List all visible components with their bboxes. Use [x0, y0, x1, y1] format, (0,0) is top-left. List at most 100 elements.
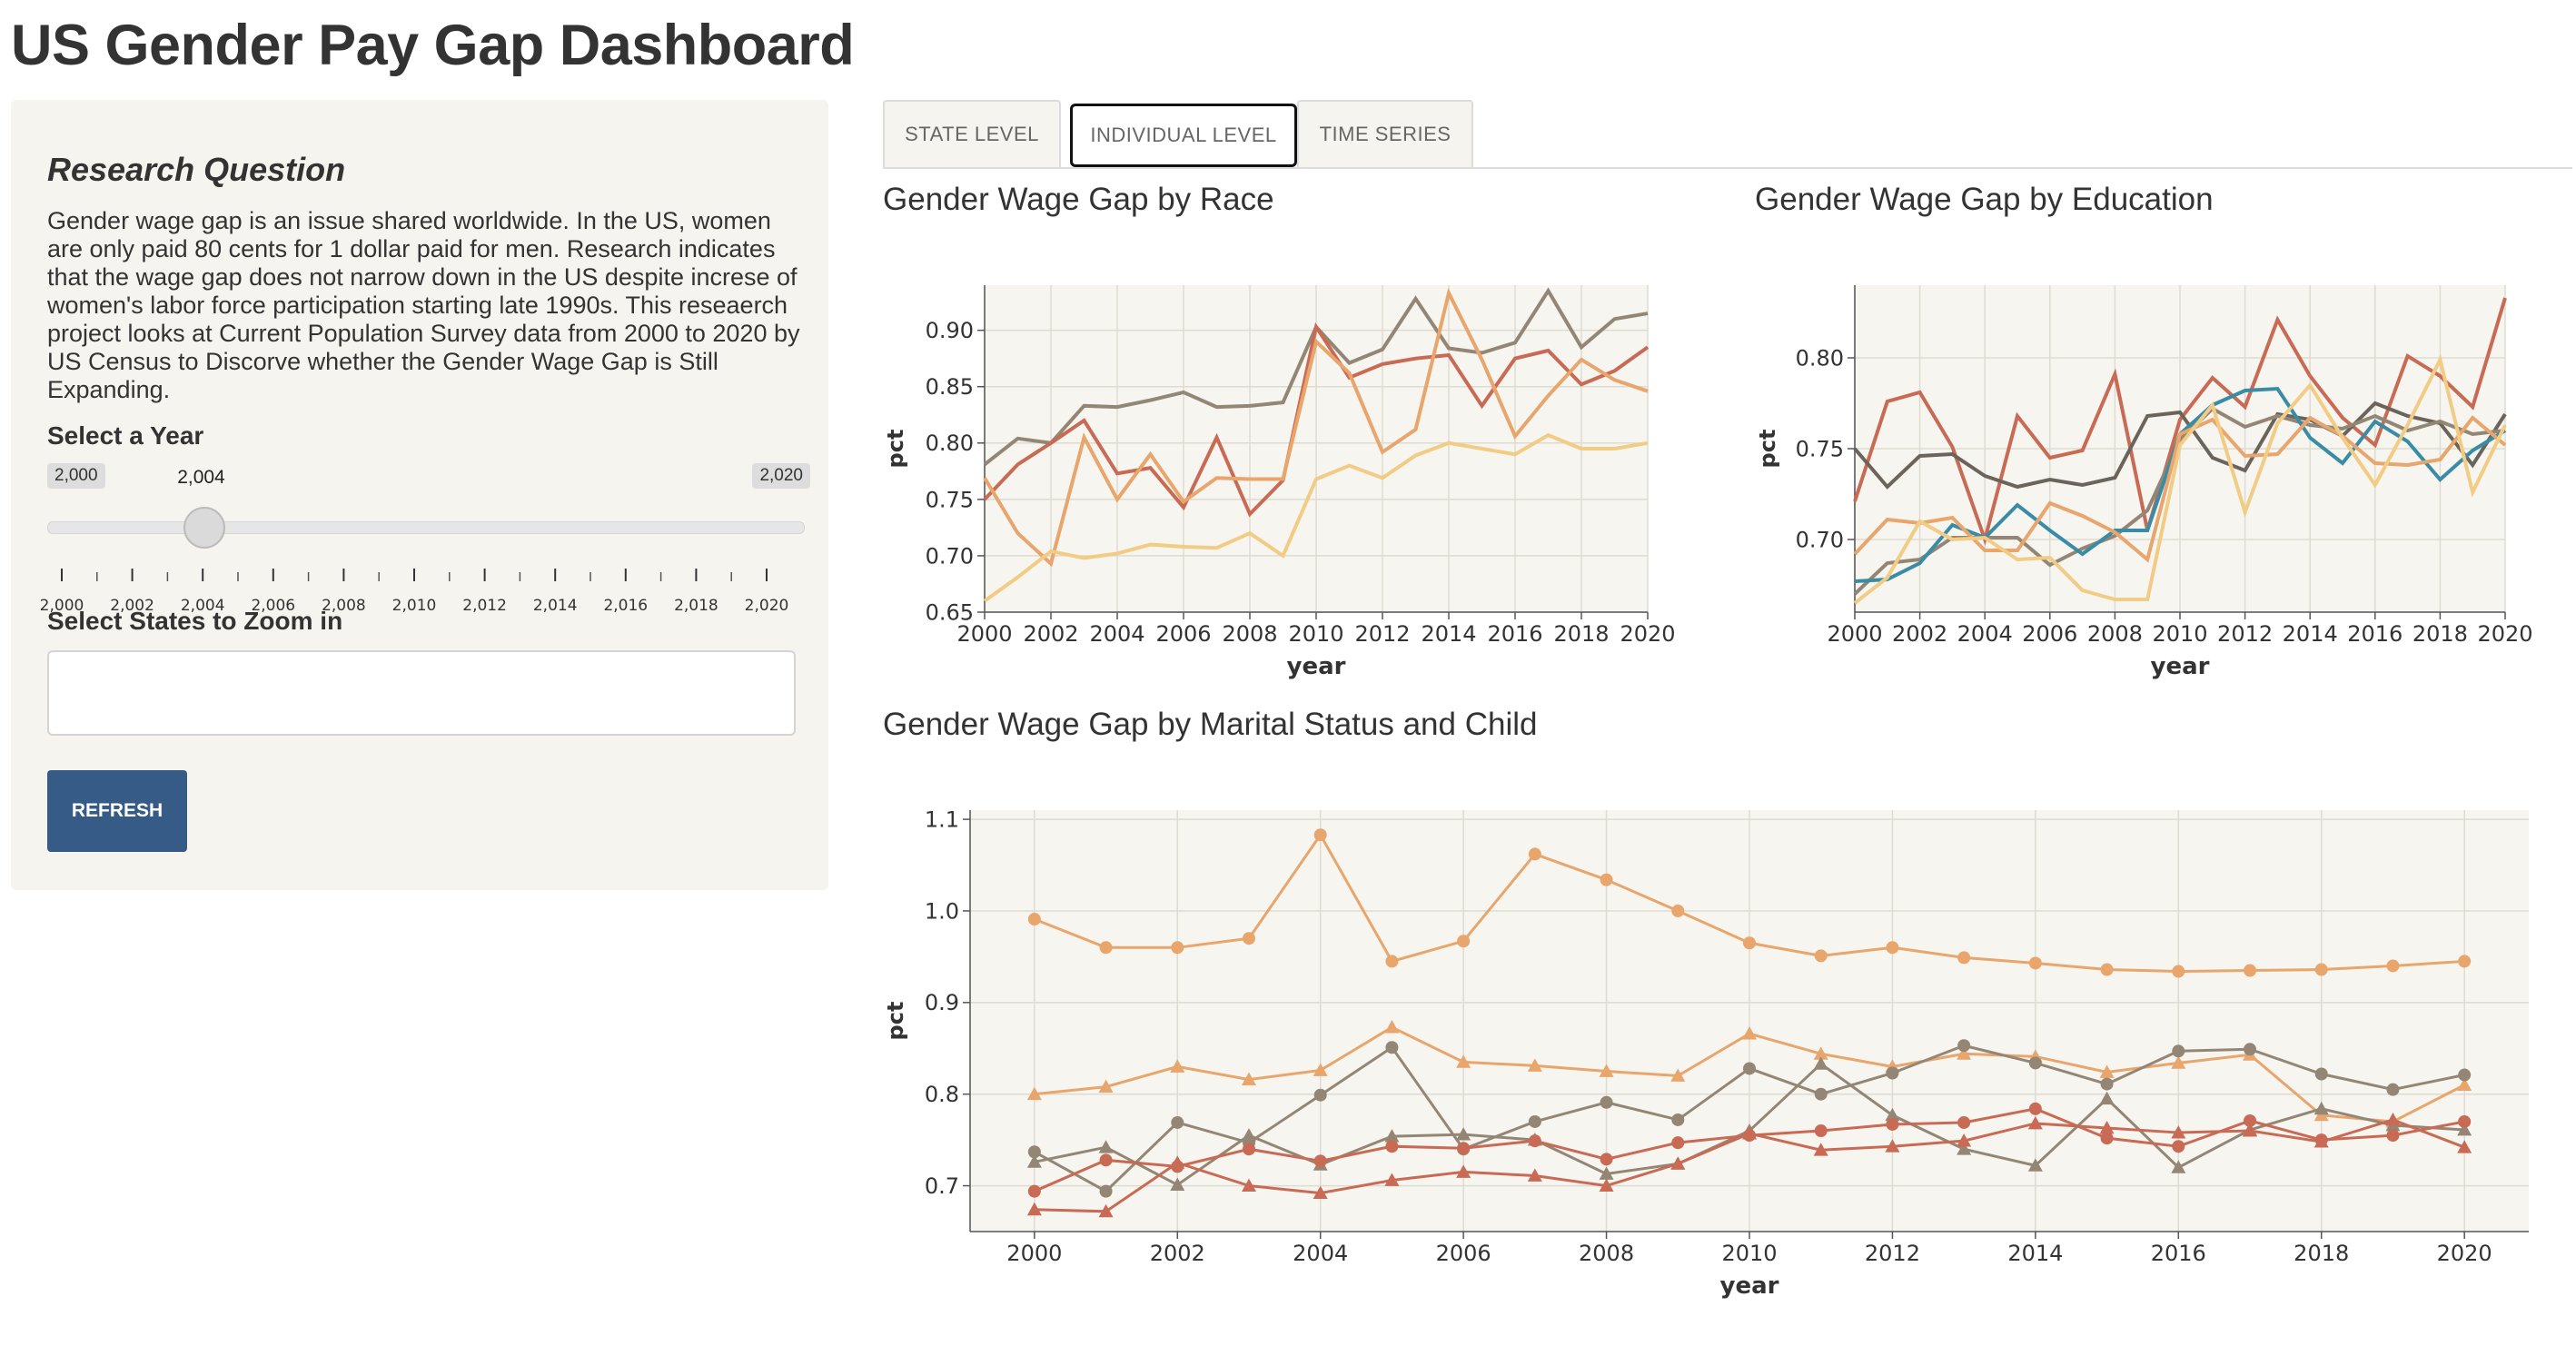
marital-point [1599, 1178, 1614, 1192]
marital-x-tick-label: 2006 [1436, 1241, 1491, 1266]
slider-ticks: 2,000 2,002 2,004 2,006 2,008 2,010 2,012 2,014… [40, 569, 789, 615]
slider-tick-label: 2,012 [462, 597, 507, 615]
marital-point [2386, 1083, 2400, 1096]
marital-point [1242, 1143, 1255, 1156]
slider-tick-label: 2,014 [533, 597, 578, 615]
edu-y-tick-label: 0.70 [1796, 527, 1844, 552]
slider-tick-label: 2,008 [322, 597, 366, 615]
marital-point [1886, 941, 1899, 955]
marital-point [1742, 1026, 1757, 1040]
marital-point [1456, 1127, 1471, 1141]
slider-handle[interactable] [183, 507, 226, 549]
marital-point [1099, 1153, 1113, 1167]
marital-point [1384, 1129, 1400, 1143]
marital-point [1384, 1020, 1400, 1034]
marital-point [2027, 1158, 2043, 1172]
race-chart: 2000 2002 2004 2006 2008 2010 2012 2014 2016 2018… [883, 285, 1676, 680]
edu-series-line [1853, 354, 2507, 605]
marital-point [1457, 935, 1471, 948]
marital-point [2385, 1112, 2401, 1126]
marital-point [1885, 1107, 1900, 1122]
marital-point [1313, 1063, 1328, 1076]
marital-point [1957, 951, 1971, 965]
marital-point [1528, 1134, 1541, 1148]
marital-x-tick-label: 2008 [1579, 1241, 1634, 1266]
race-y-tick-label: 0.80 [926, 431, 974, 456]
marital-point [1600, 1095, 1613, 1109]
marital-point [1313, 1154, 1327, 1168]
research-question-text: Gender wage gap is an issue shared world… [47, 207, 800, 403]
marital-point [1027, 1184, 1041, 1198]
marital-point [1813, 1046, 1828, 1060]
marital-point [2313, 1134, 2329, 1148]
marital-point [1170, 1059, 1185, 1073]
marital-point [1671, 904, 1685, 917]
marital-point [1456, 1164, 1471, 1178]
marital-point [2172, 1044, 2185, 1058]
race-x-tick-label: 2016 [1487, 621, 1542, 647]
marital-x-axis-title: year [1720, 1272, 1779, 1300]
marital-point [1957, 1115, 1971, 1129]
marital-point [1814, 949, 1828, 963]
slider-tick-label: 2,016 [603, 597, 648, 615]
marital-point [1743, 936, 1756, 950]
chart-title-marital: Gender Wage Gap by Marital Status and Ch… [883, 707, 1538, 742]
marital-point [1171, 1115, 1184, 1129]
marital-point [1957, 1039, 1971, 1053]
marital-point [2100, 1077, 2114, 1091]
marital-point [1456, 1054, 1471, 1068]
marital-point [1457, 1142, 1471, 1155]
marital-y-axis-title: pct [883, 1002, 908, 1041]
marital-point [1671, 1136, 1685, 1150]
edu-y-tick-label: 0.80 [1796, 345, 1844, 371]
race-x-tick-label: 2008 [1222, 621, 1277, 647]
marital-point [2027, 1115, 2043, 1130]
edu-x-tick-label: 2018 [2413, 621, 2468, 647]
marital-point [1313, 1185, 1328, 1200]
slider-track[interactable] [47, 521, 805, 534]
marital-point [2458, 955, 2472, 968]
race-x-tick-label: 2002 [1023, 621, 1078, 647]
marital-point [1957, 1142, 1972, 1155]
edu-x-tick-label: 2020 [2477, 621, 2532, 647]
race-x-tick-label: 2000 [956, 621, 1012, 647]
marital-point [2172, 1140, 2185, 1153]
race-x-axis-title: year [1287, 653, 1346, 680]
tab-state-level[interactable]: STATE LEVEL [883, 100, 1061, 167]
slider-tick-label: 2,020 [745, 597, 789, 615]
race-y-tick-label: 0.85 [926, 374, 974, 400]
app-title: US Gender Pay Gap Dashboard [11, 14, 855, 77]
edu-x-tick-label: 2008 [2087, 621, 2143, 647]
race-y-axis-title: pct [883, 430, 908, 469]
marital-point [1027, 1145, 1041, 1159]
edu-series-line [1853, 297, 2507, 546]
edu-x-tick-label: 2004 [1957, 621, 2013, 647]
tab-time-series[interactable]: TIME SERIES [1297, 100, 1473, 167]
marital-point [1813, 1143, 1828, 1156]
marital-point [1170, 1155, 1185, 1169]
marital-point [1600, 1153, 1613, 1166]
marital-point [2243, 1123, 2258, 1137]
refresh-button[interactable]: REFRESH [47, 770, 187, 852]
marital-point [2314, 1067, 2328, 1081]
marital-point [2171, 1125, 2186, 1139]
year-slider[interactable]: 2,000 2,004 2,020 2,000 2,002 2,004 2,006 2,… [40, 463, 810, 672]
edu-x-axis-title: year [2151, 653, 2210, 680]
marital-point [1814, 1124, 1828, 1138]
race-series-line [983, 322, 1650, 518]
marital-point [1743, 1062, 1756, 1075]
marital-point [2457, 1123, 2472, 1136]
marital-point [1241, 1178, 1256, 1192]
slider-min-label: 2,000 [47, 463, 105, 489]
education-chart: 2000 2002 2004 2006 2008 2010 2012 2014 2016 2018… [1755, 285, 2533, 680]
slider-tick-label: 2,018 [674, 597, 718, 615]
marital-point [1670, 1156, 1686, 1170]
marital-point [2099, 1091, 2115, 1105]
race-x-tick-label: 2014 [1421, 621, 1476, 647]
race-x-tick-label: 2006 [1155, 621, 1211, 647]
race-y-tick-label: 0.65 [926, 599, 974, 625]
marital-point [1957, 1133, 1972, 1147]
tab-individual-level[interactable]: INDIVIDUAL LEVEL [1070, 104, 1297, 167]
states-input[interactable] [47, 650, 796, 736]
marital-point [1527, 1058, 1542, 1072]
